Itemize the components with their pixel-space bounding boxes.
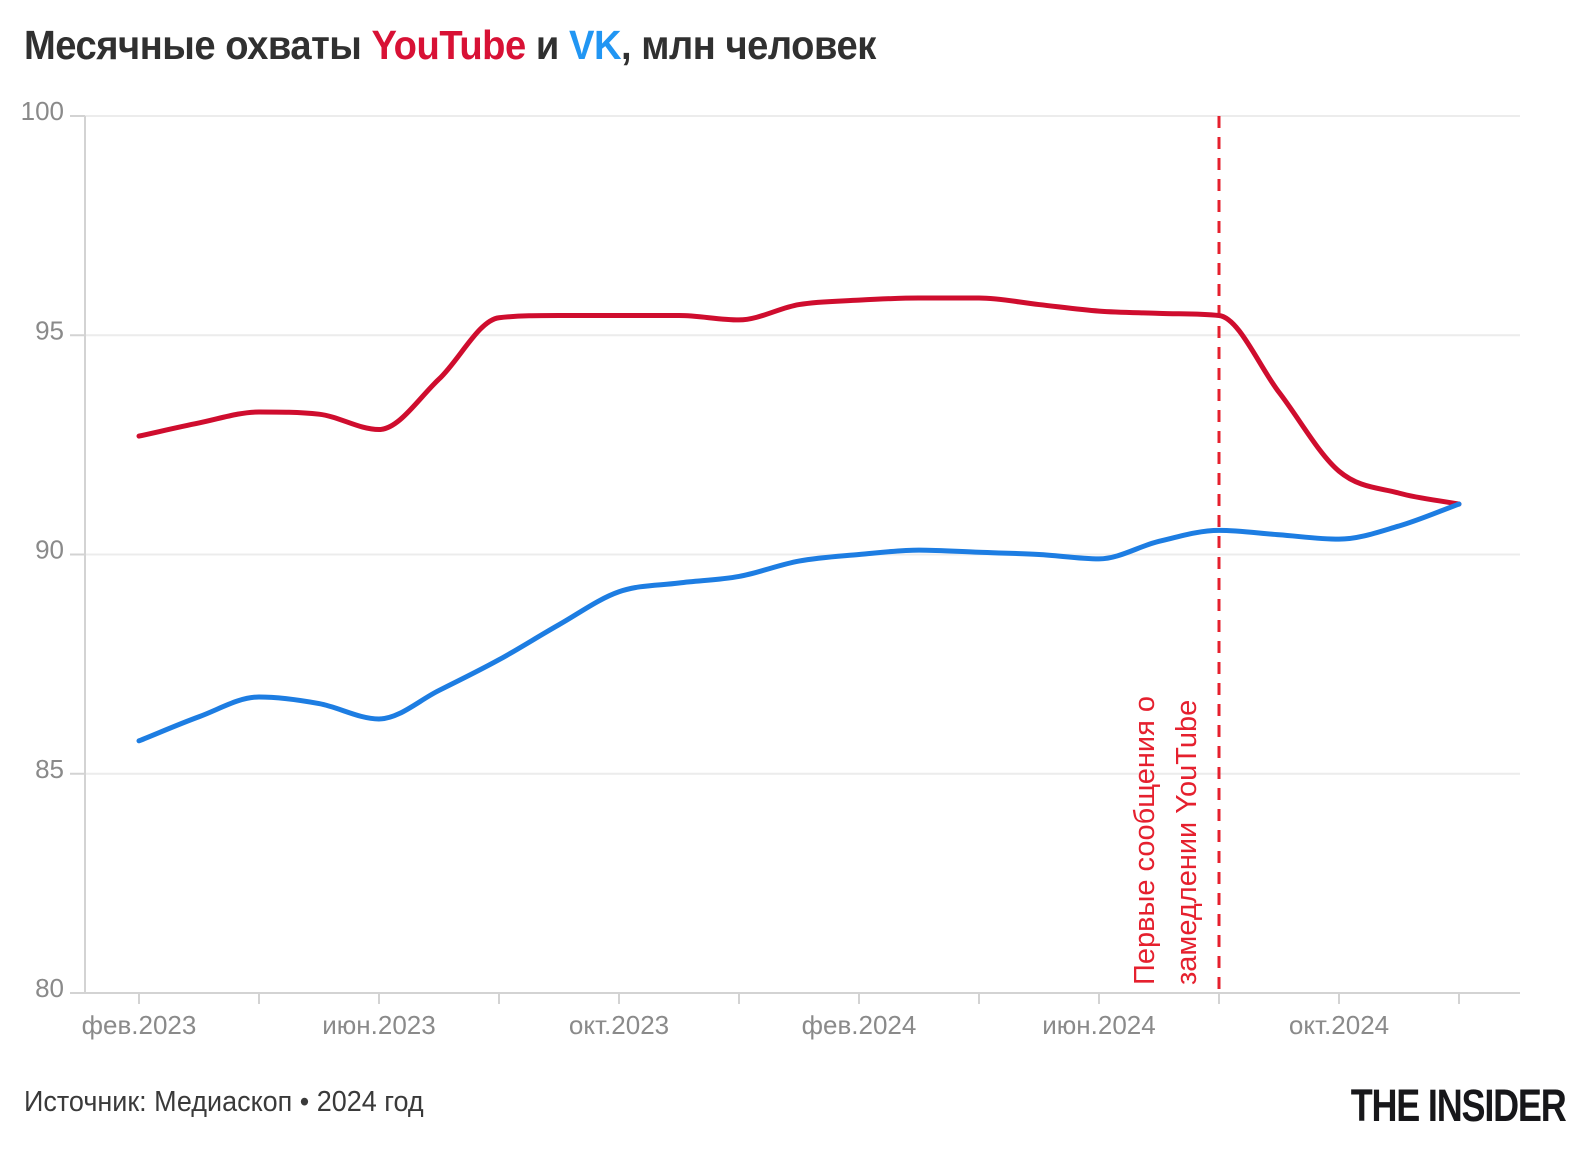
x-tick-label: фев.2024 [802,1010,917,1040]
source-note: Источник: Медиаскоп • 2024 год [24,1086,424,1118]
x-axis-labels: фев.2023 июн.2023 окт.2023 фев.2024 июн.2024… [82,1010,1389,1040]
title-youtube-word: YouTube [371,22,527,68]
gridlines [85,115,1520,994]
vk-series-line [136,501,1462,744]
title-prefix: Месячные охваты [24,22,372,68]
axes-and-ticks [70,115,1460,1004]
y-tick-label: 85 [35,754,64,784]
annotation-label-line2: замедлении YouTube [1171,700,1203,985]
youtube-series-line [136,295,1462,507]
x-tick-label: окт.2023 [569,1010,669,1040]
title-suffix: , млн человек [621,22,876,68]
title-conjunction: и [525,22,569,68]
title-vk-word: VK [568,22,622,68]
annotation-label-line1: Первые сообщения о [1129,696,1161,985]
x-tick-label: июн.2023 [322,1010,435,1040]
x-tick-label: фев.2023 [82,1010,197,1040]
x-tick-label: окт.2024 [1289,1010,1389,1040]
y-tick-label: 80 [35,973,64,1003]
x-tick-label: июн.2024 [1042,1010,1155,1040]
chart-title: Месячные охваты YouTube и VK, млн челове… [24,22,876,69]
y-tick-label: 90 [35,535,64,565]
y-axis-labels: 100 95 90 85 80 [21,96,64,1003]
y-tick-label: 100 [21,96,64,126]
y-tick-label: 95 [35,315,64,345]
the-insider-logo: THE INSIDER [1351,1080,1567,1131]
